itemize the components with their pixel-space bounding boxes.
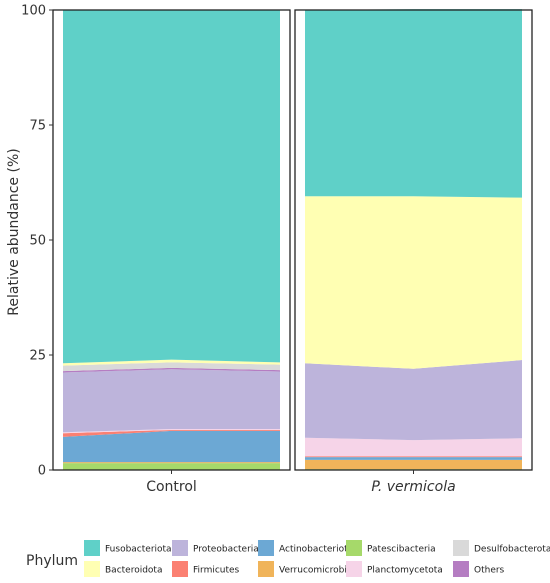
legend-label: Desulfobacterota bbox=[474, 545, 550, 555]
legend-item: Bacteroidota bbox=[84, 561, 162, 577]
chart-panels: Control P. vermicola bbox=[52, 9, 533, 495]
legend-item: Verrucomicrobiota bbox=[258, 561, 361, 577]
y-tick-label: 25 bbox=[29, 349, 46, 364]
legend-item: Desulfobacterota bbox=[453, 540, 550, 556]
legend-label: Proteobacteria bbox=[193, 545, 259, 555]
area-actinobacteriota bbox=[63, 430, 280, 463]
legend-label: Others bbox=[474, 566, 505, 576]
legend-swatch bbox=[346, 561, 362, 577]
panel-1: Control bbox=[52, 9, 291, 495]
legend-label: Actinobacteriota bbox=[279, 545, 353, 555]
x-tick-label: Control bbox=[146, 479, 197, 495]
area-bacteroidota bbox=[305, 196, 522, 369]
legend-label: Bacteroidota bbox=[105, 566, 162, 576]
y-axis-label: Relative abundance (%) bbox=[6, 148, 22, 315]
legend-swatch bbox=[84, 561, 100, 577]
legend-item: Proteobacteria bbox=[172, 540, 259, 556]
y-tick-label: 50 bbox=[29, 234, 46, 249]
legend-swatch bbox=[346, 540, 362, 556]
area-proteobacteria bbox=[63, 369, 280, 433]
legend-label: Fusobacteriota bbox=[105, 545, 172, 555]
legend-label: Firmicutes bbox=[193, 566, 240, 576]
y-tick-label: 75 bbox=[29, 119, 46, 134]
legend-swatch bbox=[258, 540, 274, 556]
legend-item: Planctomycetota bbox=[346, 561, 443, 577]
area-firmicutes bbox=[305, 456, 522, 458]
legend-label: Planctomycetota bbox=[367, 566, 443, 576]
legend-swatch bbox=[84, 540, 100, 556]
legend-item: Patescibacteria bbox=[346, 540, 436, 556]
x-tick-label: P. vermicola bbox=[371, 479, 455, 495]
area-desulfobacterota bbox=[63, 362, 280, 372]
legend-swatch bbox=[172, 561, 188, 577]
y-tick-label: 0 bbox=[38, 464, 46, 479]
area-planctomycetota bbox=[63, 429, 280, 434]
legend-swatch bbox=[453, 561, 469, 577]
legend-item: Fusobacteriota bbox=[84, 540, 172, 556]
area-fusobacteriota bbox=[305, 9, 522, 198]
legend: Fusobacteriota Proteobacteria Actinobacter… bbox=[84, 540, 550, 577]
area-actinobacteriota bbox=[305, 457, 522, 460]
legend-title: Phylum bbox=[26, 553, 78, 569]
area-verrucomicrobiota bbox=[63, 462, 280, 464]
legend-item: Others bbox=[453, 561, 505, 577]
area-fusobacteriota bbox=[63, 10, 280, 364]
legend-swatch bbox=[258, 561, 274, 577]
y-tick-label: 100 bbox=[21, 4, 46, 19]
area-bacteroidota bbox=[63, 359, 280, 366]
area-proteobacteria bbox=[305, 360, 522, 441]
area-planctomycetota bbox=[305, 437, 522, 457]
area-verrucomicrobiota bbox=[305, 459, 522, 470]
legend-item: Actinobacteriota bbox=[258, 540, 353, 556]
panel-2: P. vermicola bbox=[294, 9, 533, 495]
legend-label: Verrucomicrobiota bbox=[279, 566, 361, 576]
area-patescibacteria bbox=[63, 463, 280, 470]
area-firmicutes bbox=[63, 429, 280, 437]
legend-swatch bbox=[453, 540, 469, 556]
legend-label: Patescibacteria bbox=[367, 545, 436, 555]
legend-item: Firmicutes bbox=[172, 561, 240, 577]
legend-swatch bbox=[172, 540, 188, 556]
